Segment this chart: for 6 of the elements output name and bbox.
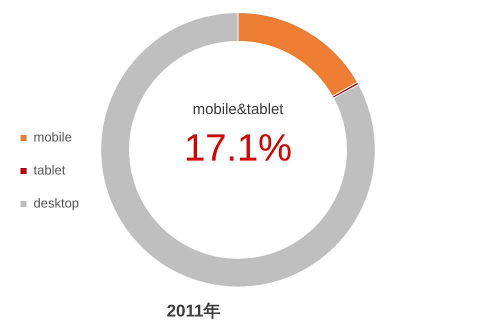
text: 17.1% [184, 127, 292, 170]
legend-label: tablet [34, 162, 66, 178]
text: mobile&tablet [192, 100, 284, 118]
legend-label: desktop [34, 196, 80, 211]
text: 2011年 [166, 301, 220, 320]
legend-label: mobile [34, 130, 72, 145]
